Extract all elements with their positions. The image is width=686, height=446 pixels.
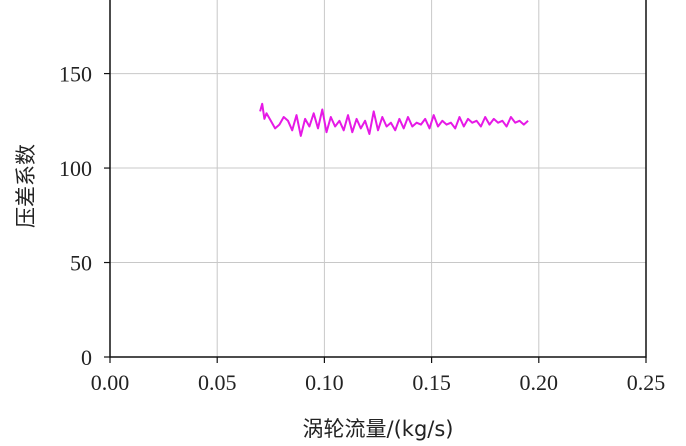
y-axis-title: 压差系数 <box>14 144 38 228</box>
series-line <box>259 102 529 137</box>
grid <box>104 0 647 363</box>
y-tick-label: 0 <box>81 345 92 370</box>
x-tick-label: 0.10 <box>305 370 344 395</box>
x-tick-label: 0.25 <box>627 370 666 395</box>
series-layer <box>259 102 529 137</box>
x-tick-labels: 0.00 0.05 0.10 0.15 0.20 0.25 <box>91 370 666 395</box>
y-tick-label: 100 <box>59 156 92 181</box>
x-tick-label: 0.15 <box>412 370 451 395</box>
y-tick-label: 50 <box>70 251 92 276</box>
y-tick-labels: 0 50 100 150 <box>59 62 92 370</box>
x-tick-label: 0.20 <box>520 370 559 395</box>
x-tick-label: 0.05 <box>198 370 237 395</box>
y-tick-label: 150 <box>59 62 92 87</box>
x-axis-title: 涡轮流量/(kg/s) <box>303 417 454 441</box>
plot-background <box>110 0 646 357</box>
plot-frame <box>109 0 647 358</box>
x-tick-label: 0.00 <box>91 370 130 395</box>
